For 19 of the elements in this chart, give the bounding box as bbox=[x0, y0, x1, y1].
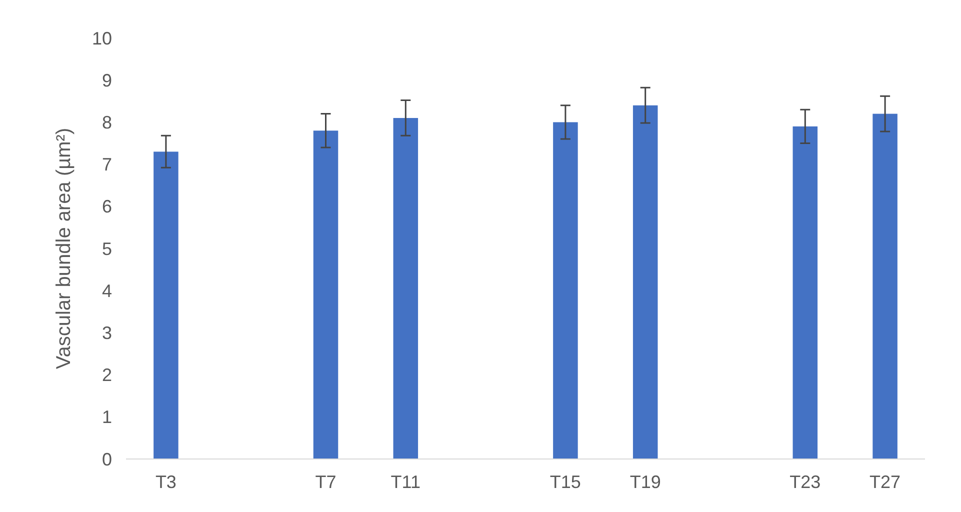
y-tick-label: 3 bbox=[102, 323, 112, 343]
x-tick-label: T7 bbox=[315, 472, 336, 492]
y-tick-label: 7 bbox=[102, 154, 112, 175]
x-tick-label: T23 bbox=[790, 472, 821, 492]
y-tick-label: 4 bbox=[102, 280, 112, 301]
y-tick-label: 1 bbox=[102, 407, 112, 428]
y-tick-label: 2 bbox=[102, 365, 112, 386]
x-tick-label: T3 bbox=[155, 472, 176, 492]
y-tick-label: 8 bbox=[102, 112, 112, 132]
x-tick-label: T15 bbox=[550, 472, 581, 492]
y-tick-label: 0 bbox=[102, 449, 112, 470]
x-tick-label: T19 bbox=[630, 472, 661, 492]
y-axis-title: Vascular bundle area (µm²) bbox=[53, 128, 75, 370]
x-tick-label: T11 bbox=[390, 472, 420, 492]
y-tick-label: 6 bbox=[102, 196, 112, 217]
x-tick-label: T27 bbox=[870, 472, 901, 492]
y-tick-label: 5 bbox=[102, 238, 112, 259]
y-tick-label: 10 bbox=[92, 28, 112, 48]
y-tick-label: 9 bbox=[102, 70, 112, 90]
